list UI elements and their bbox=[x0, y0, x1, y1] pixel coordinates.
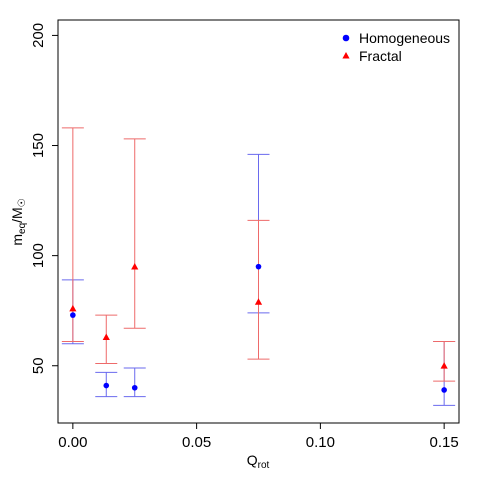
x-axis-ticks: 0.00 0.05 0.10 0.15 bbox=[58, 423, 459, 451]
point-fractal bbox=[102, 333, 110, 340]
point-homogeneous bbox=[131, 384, 138, 391]
sun-symbol: ☉ bbox=[17, 198, 28, 207]
data-points bbox=[69, 263, 448, 393]
point-homogeneous bbox=[255, 263, 262, 270]
x-tick-label: 0.00 bbox=[58, 434, 87, 451]
y-axis-label-suffix: /M bbox=[9, 207, 25, 223]
x-axis-label-main: Q bbox=[247, 452, 258, 468]
point-homogeneous bbox=[441, 387, 447, 393]
point-fractal bbox=[69, 304, 77, 312]
point-fractal bbox=[131, 263, 139, 270]
y-tick-label: 50 bbox=[30, 357, 47, 374]
point-homogeneous bbox=[70, 312, 76, 318]
y-axis-ticks: 50 100 150 200 bbox=[30, 23, 58, 374]
legend-label-homogeneous: Homogeneous bbox=[359, 30, 450, 46]
x-axis-label: Qrot bbox=[247, 452, 270, 471]
legend: Homogeneous Fractal bbox=[342, 30, 450, 64]
plot-frame bbox=[57, 19, 460, 424]
y-axis-label-sub: eq bbox=[17, 223, 28, 234]
x-tick-label: 0.10 bbox=[306, 434, 335, 451]
point-fractal bbox=[440, 362, 448, 369]
y-tick-label: 150 bbox=[30, 133, 47, 158]
legend-label-fractal: Fractal bbox=[359, 48, 402, 64]
x-axis-label-sub: rot bbox=[258, 460, 270, 471]
y-tick-label: 100 bbox=[30, 243, 47, 268]
point-fractal bbox=[254, 298, 263, 305]
y-axis-label-main: m bbox=[9, 234, 25, 246]
x-tick-label: 0.05 bbox=[182, 434, 211, 451]
point-homogeneous bbox=[103, 382, 110, 389]
legend-marker-homogeneous bbox=[342, 34, 350, 42]
legend-marker-fractal bbox=[342, 52, 350, 59]
y-tick-label: 200 bbox=[30, 23, 47, 48]
y-axis-label: meq/M☉ bbox=[9, 198, 28, 245]
x-tick-label: 0.15 bbox=[430, 434, 459, 451]
